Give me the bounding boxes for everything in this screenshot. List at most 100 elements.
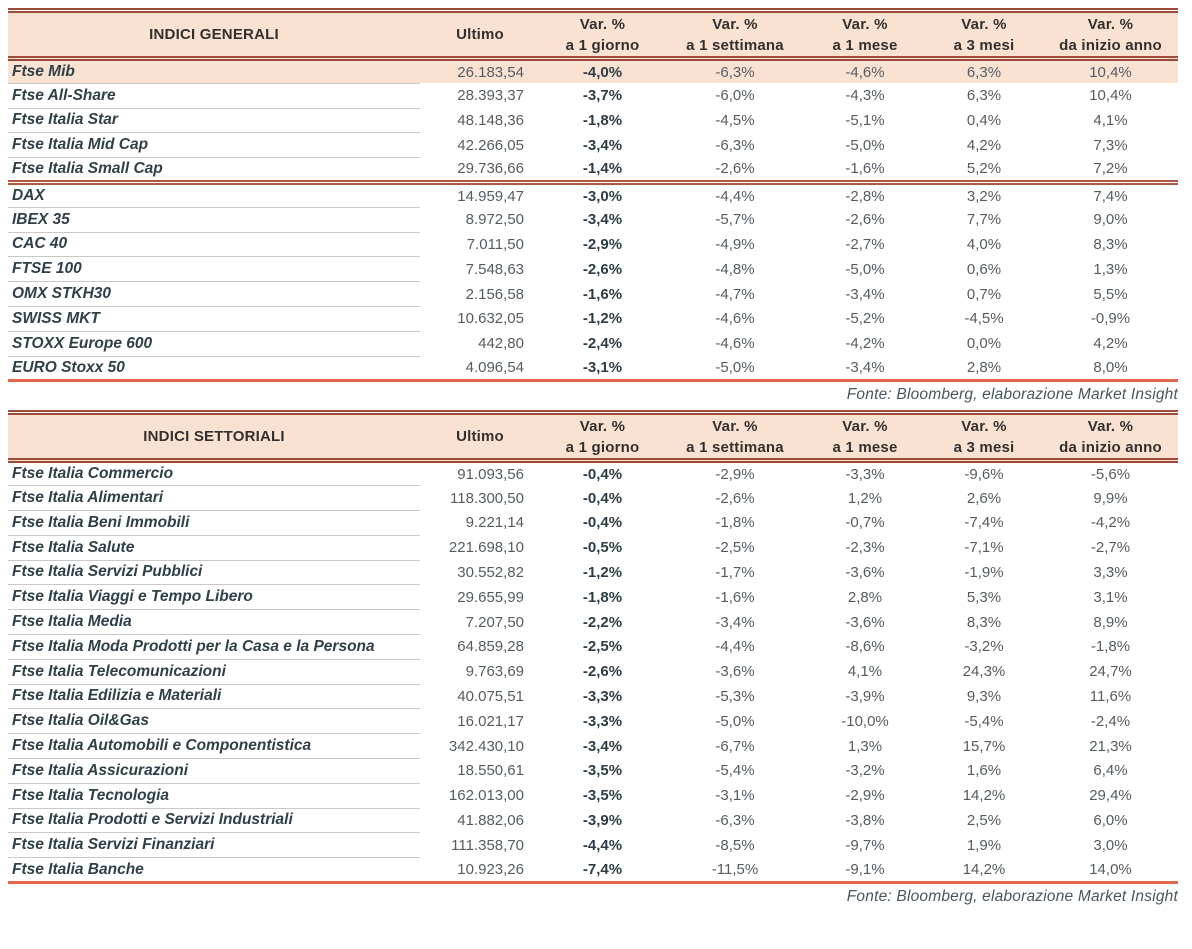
index-name: Ftse Italia Viaggi e Tempo Libero (8, 584, 420, 611)
value-var-1d: -3,3% (582, 712, 623, 730)
table-row: EURO Stoxx 50 4.096,54 -3,1% -5,0% -3,4% 2,8%… (8, 356, 1178, 382)
col-header-var-1m: Var. % a 1 mese (805, 412, 925, 464)
value-var-1m: -9,7% (845, 836, 885, 854)
value-ultimo: 41.882,06 (457, 811, 524, 829)
value-var-ytd: 8,0% (1093, 359, 1128, 377)
value-var-ytd: 10,4% (1043, 58, 1178, 84)
index-name: DAX (8, 180, 420, 208)
index-name: Ftse Italia Edilizia e Materiali (8, 684, 420, 710)
value-var-1m: 1,3% (847, 737, 883, 755)
col-header-line1: Var. % (842, 417, 888, 435)
index-name: Ftse Italia Media (8, 609, 420, 635)
value-var-1d: -3,5% (582, 787, 623, 805)
col-header-line1: Var. % (842, 15, 888, 33)
indici-settoriali-table: INDICI SETTORIALI Ultimo Var. % a 1 gior… (8, 410, 1178, 884)
col-header-line1: Var. % (712, 15, 758, 33)
value-var-ytd: -4,2% (1090, 514, 1131, 532)
col-header-line1: Var. % (579, 15, 626, 33)
table-title: INDICI GENERALI (8, 10, 420, 61)
value-var-ytd: -1,8% (1090, 638, 1131, 656)
col-header-line1: Var. % (1087, 417, 1134, 435)
value-var-3m: 4,2% (966, 136, 1002, 154)
col-header-line2: a 3 mesi (953, 36, 1015, 54)
value-var-1d: -3,4% (582, 211, 623, 229)
value-var-1d: -1,4% (582, 160, 623, 178)
index-name: Ftse Italia Beni Immobili (8, 510, 420, 536)
value-var-ytd: 29,4% (1089, 787, 1132, 805)
value-var-1w: -8,5% (715, 836, 755, 854)
value-var-ytd: 21,3% (1089, 737, 1132, 755)
value-var-1m: -4,2% (845, 335, 885, 353)
value-var-1d: -1,6% (582, 285, 623, 303)
value-var-1m: -10,0% (841, 712, 889, 730)
value-var-3m: 2,5% (966, 811, 1002, 829)
col-header-line2: a 1 giorno (565, 36, 640, 54)
indici-generali-section: INDICI GENERALI Ultimo Var. % a 1 giorno… (8, 8, 1178, 404)
value-var-1d: -3,5% (582, 762, 623, 780)
value-ultimo: 28.393,37 (457, 87, 524, 105)
table-row: Ftse Italia Automobili e Componentistica… (8, 733, 1178, 759)
value-ultimo: 162.013,00 (448, 787, 524, 805)
value-var-3m: 9,3% (966, 687, 1002, 705)
value-var-ytd: 5,5% (1093, 285, 1128, 303)
value-var-3m: 6,3% (966, 87, 1002, 105)
index-name: Ftse Italia Mid Cap (8, 132, 420, 159)
value-var-1m: -3,6% (845, 563, 885, 581)
value-var-ytd: -2,7% (1090, 539, 1131, 557)
index-name: Ftse Italia Alimentari (8, 485, 420, 511)
value-var-1m: -5,0% (845, 260, 885, 278)
table-row: Ftse Italia Oil&Gas 16.021,17 -3,3% -5,0% -1… (8, 708, 1178, 735)
index-name: CAC 40 (8, 232, 420, 258)
value-var-3m: 8,3% (966, 613, 1002, 631)
table-row: Ftse Mib 26.183,54 -4,0% -6,3% -4,6% 6,3% 10,4… (8, 58, 1178, 84)
table-row: Ftse Italia Media 7.207,50 -2,2% -3,4% -3,6%… (8, 609, 1178, 635)
value-var-1w: -2,5% (715, 539, 755, 557)
value-var-ytd: 11,6% (1089, 687, 1132, 705)
value-ultimo: 7.011,50 (466, 235, 524, 253)
value-var-1d: -2,6% (582, 260, 623, 278)
value-var-1m: -2,3% (845, 539, 885, 557)
value-var-3m: 0,7% (966, 285, 1002, 303)
index-name: Ftse Italia Servizi Finanziari (8, 832, 420, 859)
value-var-1d: -0,4% (582, 489, 623, 507)
value-var-3m: -7,4% (964, 514, 1004, 532)
value-var-ytd: -0,9% (1090, 310, 1131, 328)
value-var-1w: -6,3% (715, 811, 755, 829)
table-row: Ftse Italia Servizi Pubblici 30.552,82 -1,… (8, 560, 1178, 586)
header-row: INDICI SETTORIALI Ultimo Var. % a 1 gior… (8, 412, 1178, 464)
value-var-1w: -4,6% (715, 310, 755, 328)
value-var-ytd: 8,3% (1093, 235, 1128, 253)
col-header-line2: da inizio anno (1059, 36, 1162, 54)
value-var-1d: -1,8% (582, 588, 623, 606)
value-ultimo: 48.148,36 (457, 111, 524, 129)
value-var-1m: -2,7% (845, 235, 885, 253)
value-var-1d: -2,6% (582, 663, 623, 681)
value-var-1m: -3,6% (845, 613, 885, 631)
value-var-1w: -1,7% (715, 563, 755, 581)
value-var-1m: -2,8% (805, 180, 925, 208)
value-ultimo: 10.923,26 (457, 860, 524, 878)
value-var-3m: 14,2% (962, 860, 1006, 878)
index-name: Ftse Italia Servizi Pubblici (8, 560, 420, 586)
table-row: Ftse Italia Viaggi e Tempo Libero 29.655,… (8, 584, 1178, 611)
value-var-1d: -1,2% (582, 563, 623, 581)
value-var-1m: -3,4% (845, 359, 885, 377)
value-var-3m: 1,6% (966, 762, 1002, 780)
value-var-3m: -5,4% (964, 712, 1004, 730)
value-ultimo: 7.207,50 (465, 613, 524, 631)
value-var-1w: -4,8% (715, 260, 755, 278)
value-var-1w: -6,3% (715, 136, 755, 154)
value-ultimo: 9.763,69 (465, 663, 524, 681)
value-var-1m: -3,9% (845, 687, 885, 705)
value-var-1d: -4,4% (582, 836, 623, 854)
index-name: Ftse Italia Moda Prodotti per la Casa e … (8, 634, 420, 660)
value-var-3m: 5,2% (966, 160, 1002, 178)
value-var-1w: -2,6% (715, 489, 755, 507)
table-title: INDICI SETTORIALI (8, 412, 420, 464)
index-name: Ftse Italia Assicurazioni (8, 758, 420, 784)
table-row: Ftse Italia Tecnologia 162.013,00 -3,5% -3,… (8, 783, 1178, 809)
value-var-1w: -5,4% (715, 762, 755, 780)
index-name: Ftse Italia Telecomunicazioni (8, 659, 420, 685)
col-header-line1: Var. % (712, 417, 758, 435)
value-var-1w: -6,3% (665, 58, 805, 84)
